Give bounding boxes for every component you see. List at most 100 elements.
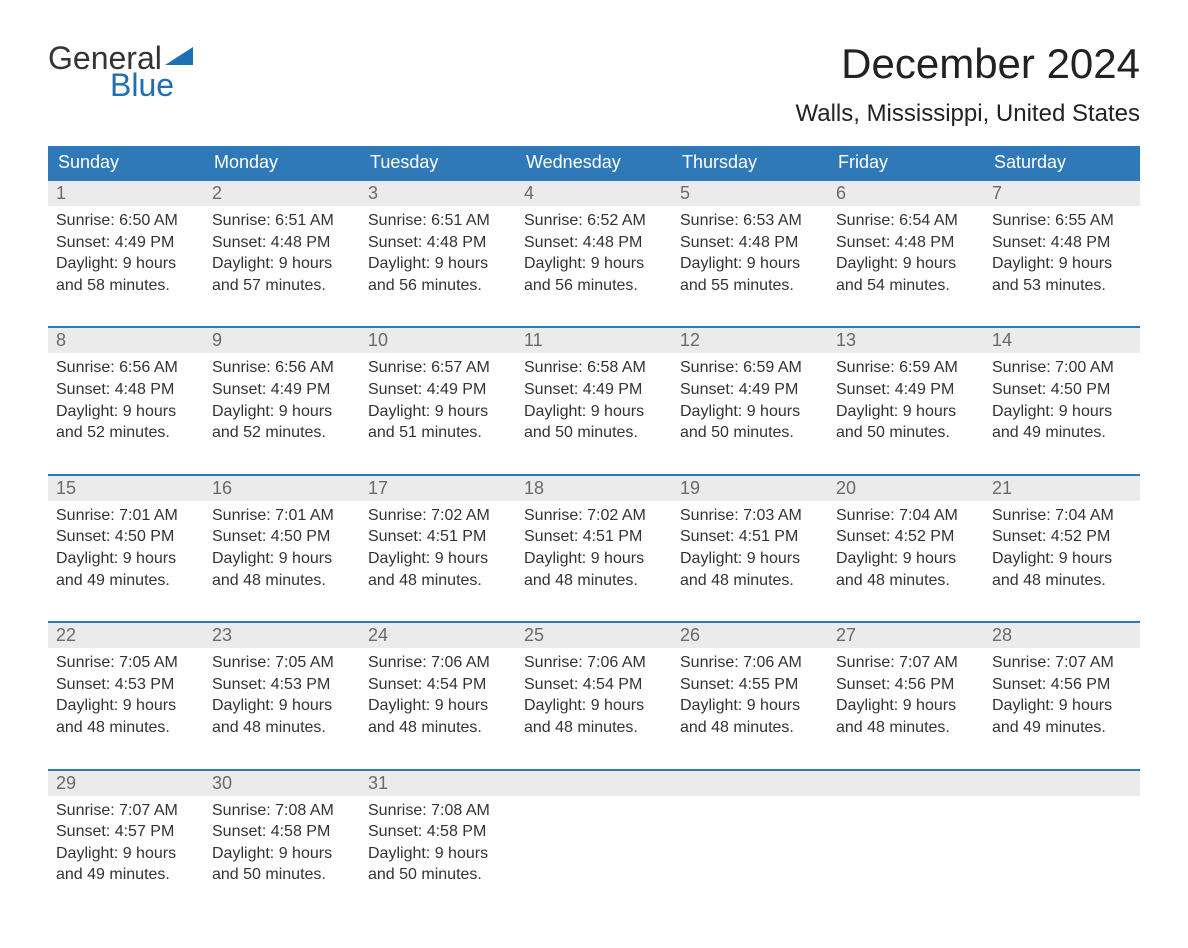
day-number: 13 — [828, 328, 984, 353]
daylight-line-2: and 57 minutes. — [212, 275, 352, 297]
daylight-line-1: Daylight: 9 hours — [524, 253, 664, 275]
daylight-line-1: Daylight: 9 hours — [680, 253, 820, 275]
day-cell: Sunrise: 6:53 AMSunset: 4:48 PMDaylight:… — [672, 206, 828, 318]
flag-icon — [165, 47, 193, 65]
sunrise-line: Sunrise: 7:00 AM — [992, 357, 1132, 379]
dow-cell: Tuesday — [360, 146, 516, 179]
daylight-line-2: and 48 minutes. — [212, 570, 352, 592]
sunset-line: Sunset: 4:54 PM — [368, 674, 508, 696]
daylight-line-2: and 48 minutes. — [524, 570, 664, 592]
day-cell: Sunrise: 6:57 AMSunset: 4:49 PMDaylight:… — [360, 353, 516, 465]
daynum-strip: 1234567 — [48, 181, 1140, 206]
sunset-line: Sunset: 4:51 PM — [368, 526, 508, 548]
daylight-line-2: and 48 minutes. — [992, 570, 1132, 592]
daylight-line-1: Daylight: 9 hours — [212, 401, 352, 423]
daylight-line-1: Daylight: 9 hours — [992, 401, 1132, 423]
sunrise-line: Sunrise: 7:08 AM — [212, 800, 352, 822]
day-cell: Sunrise: 7:06 AMSunset: 4:54 PMDaylight:… — [516, 648, 672, 760]
daylight-line-2: and 49 minutes. — [56, 570, 196, 592]
day-cell: Sunrise: 7:06 AMSunset: 4:54 PMDaylight:… — [360, 648, 516, 760]
daylight-line-1: Daylight: 9 hours — [992, 695, 1132, 717]
daynum-strip: 293031.... — [48, 771, 1140, 796]
daylight-line-2: and 50 minutes. — [212, 864, 352, 886]
sunset-line: Sunset: 4:49 PM — [680, 379, 820, 401]
week-row: 15161718192021Sunrise: 7:01 AMSunset: 4:… — [48, 474, 1140, 613]
day-number: 24 — [360, 623, 516, 648]
day-cell: Sunrise: 7:05 AMSunset: 4:53 PMDaylight:… — [204, 648, 360, 760]
daylight-line-1: Daylight: 9 hours — [56, 548, 196, 570]
sunset-line: Sunset: 4:50 PM — [212, 526, 352, 548]
day-number: 7 — [984, 181, 1140, 206]
day-number: 25 — [516, 623, 672, 648]
sunrise-line: Sunrise: 6:59 AM — [680, 357, 820, 379]
day-number: 16 — [204, 476, 360, 501]
week-row: 891011121314Sunrise: 6:56 AMSunset: 4:48… — [48, 326, 1140, 465]
day-number: 28 — [984, 623, 1140, 648]
day-cell: Sunrise: 7:01 AMSunset: 4:50 PMDaylight:… — [48, 501, 204, 613]
week-row: 1234567Sunrise: 6:50 AMSunset: 4:49 PMDa… — [48, 179, 1140, 318]
dow-cell: Wednesday — [516, 146, 672, 179]
sunrise-line: Sunrise: 7:08 AM — [368, 800, 508, 822]
day-number: 22 — [48, 623, 204, 648]
daylight-line-1: Daylight: 9 hours — [368, 548, 508, 570]
sunset-line: Sunset: 4:56 PM — [992, 674, 1132, 696]
sunset-line: Sunset: 4:58 PM — [368, 821, 508, 843]
dow-cell: Thursday — [672, 146, 828, 179]
day-cell: Sunrise: 7:04 AMSunset: 4:52 PMDaylight:… — [828, 501, 984, 613]
week-row: 293031....Sunrise: 7:07 AMSunset: 4:57 P… — [48, 769, 1140, 908]
day-number: 6 — [828, 181, 984, 206]
page-title: December 2024 — [795, 40, 1140, 88]
sunrise-line: Sunrise: 6:53 AM — [680, 210, 820, 232]
sunrise-line: Sunrise: 7:07 AM — [992, 652, 1132, 674]
daylight-line-2: and 52 minutes. — [212, 422, 352, 444]
sunrise-line: Sunrise: 6:55 AM — [992, 210, 1132, 232]
day-number: 9 — [204, 328, 360, 353]
day-number: 2 — [204, 181, 360, 206]
daylight-line-1: Daylight: 9 hours — [680, 695, 820, 717]
day-cell: Sunrise: 7:02 AMSunset: 4:51 PMDaylight:… — [360, 501, 516, 613]
day-number: 1 — [48, 181, 204, 206]
day-number: 8 — [48, 328, 204, 353]
daynum-strip: 22232425262728 — [48, 623, 1140, 648]
day-number: 15 — [48, 476, 204, 501]
sunset-line: Sunset: 4:51 PM — [680, 526, 820, 548]
sunset-line: Sunset: 4:49 PM — [836, 379, 976, 401]
sunrise-line: Sunrise: 7:06 AM — [680, 652, 820, 674]
sunset-line: Sunset: 4:48 PM — [992, 232, 1132, 254]
sunrise-line: Sunrise: 6:58 AM — [524, 357, 664, 379]
sunrise-line: Sunrise: 6:56 AM — [56, 357, 196, 379]
sunset-line: Sunset: 4:52 PM — [836, 526, 976, 548]
daylight-line-1: Daylight: 9 hours — [56, 695, 196, 717]
daylight-line-2: and 50 minutes. — [524, 422, 664, 444]
day-cell: Sunrise: 7:07 AMSunset: 4:56 PMDaylight:… — [828, 648, 984, 760]
day-number: 29 — [48, 771, 204, 796]
sunset-line: Sunset: 4:56 PM — [836, 674, 976, 696]
sunrise-line: Sunrise: 7:07 AM — [836, 652, 976, 674]
day-cell: Sunrise: 7:02 AMSunset: 4:51 PMDaylight:… — [516, 501, 672, 613]
sunset-line: Sunset: 4:50 PM — [56, 526, 196, 548]
daylight-line-1: Daylight: 9 hours — [680, 401, 820, 423]
daylight-line-2: and 58 minutes. — [56, 275, 196, 297]
sunrise-line: Sunrise: 7:04 AM — [992, 505, 1132, 527]
day-cell: Sunrise: 6:54 AMSunset: 4:48 PMDaylight:… — [828, 206, 984, 318]
sunset-line: Sunset: 4:49 PM — [524, 379, 664, 401]
sunrise-line: Sunrise: 7:06 AM — [524, 652, 664, 674]
week-row: 22232425262728Sunrise: 7:05 AMSunset: 4:… — [48, 621, 1140, 760]
daylight-line-1: Daylight: 9 hours — [992, 548, 1132, 570]
day-cell: Sunrise: 7:03 AMSunset: 4:51 PMDaylight:… — [672, 501, 828, 613]
day-cell: Sunrise: 6:58 AMSunset: 4:49 PMDaylight:… — [516, 353, 672, 465]
title-block: December 2024 Walls, Mississippi, United… — [795, 40, 1140, 138]
daylight-line-1: Daylight: 9 hours — [524, 401, 664, 423]
location-text: Walls, Mississippi, United States — [795, 100, 1140, 128]
daylight-line-2: and 53 minutes. — [992, 275, 1132, 297]
daylight-line-2: and 48 minutes. — [368, 570, 508, 592]
daylight-line-1: Daylight: 9 hours — [56, 843, 196, 865]
sunrise-line: Sunrise: 6:51 AM — [368, 210, 508, 232]
day-cell: Sunrise: 6:51 AMSunset: 4:48 PMDaylight:… — [360, 206, 516, 318]
day-number: 5 — [672, 181, 828, 206]
sunrise-line: Sunrise: 7:02 AM — [368, 505, 508, 527]
daylight-line-2: and 50 minutes. — [680, 422, 820, 444]
sunset-line: Sunset: 4:48 PM — [212, 232, 352, 254]
days-of-week-header: SundayMondayTuesdayWednesdayThursdayFrid… — [48, 146, 1140, 179]
daylight-line-1: Daylight: 9 hours — [368, 843, 508, 865]
